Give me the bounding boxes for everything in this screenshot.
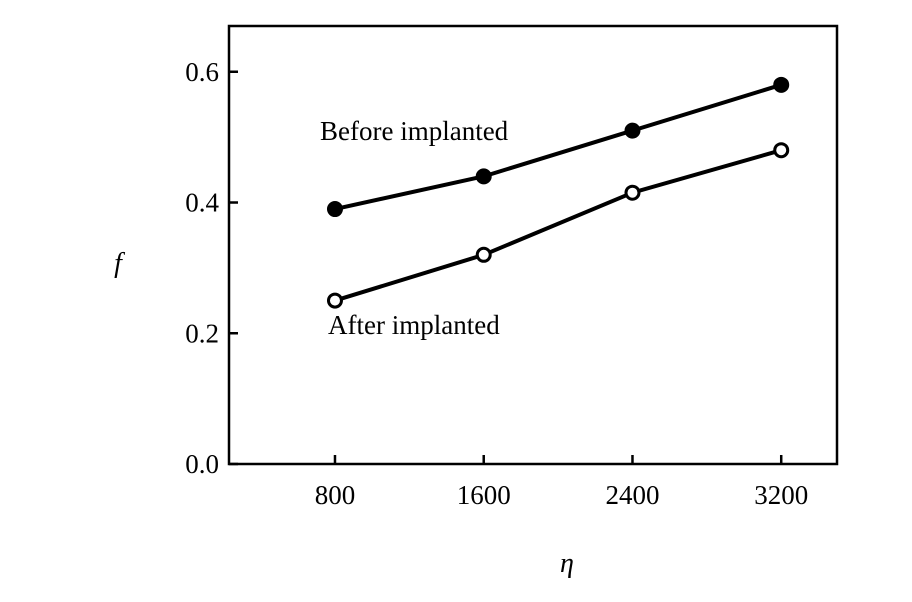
data-point-after-implanted-2	[624, 184, 641, 201]
x-tick-label-2: 2400	[605, 480, 659, 510]
series-line-before-implanted	[334, 82, 782, 211]
data-point-before-implanted-1	[475, 168, 492, 185]
data-point-before-implanted-2	[624, 122, 641, 139]
data-point-after-implanted-1	[475, 246, 492, 263]
series-before-implanted	[326, 76, 790, 218]
series-after-implanted	[326, 142, 790, 309]
x-tick-label-3: 3200	[754, 480, 808, 510]
y-tick-label-3: 0.6	[185, 57, 219, 87]
x-tick-label-1: 1600	[457, 480, 511, 510]
annotation-after-implanted: After implanted	[328, 310, 500, 340]
plot-frame	[227, 24, 839, 466]
x-axis-label: η	[560, 548, 574, 579]
x-axis: 800 1600 2400 3200	[315, 455, 808, 510]
y-tick-label-2: 0.4	[185, 188, 219, 218]
y-axis-label: f	[114, 248, 125, 279]
x-tick-label-0: 800	[315, 480, 356, 510]
data-point-before-implanted-3	[773, 76, 790, 93]
data-point-before-implanted-0	[326, 201, 343, 218]
y-tick-label-1: 0.2	[185, 318, 219, 348]
data-point-after-implanted-3	[773, 142, 790, 159]
y-axis: 0.0 0.2 0.4 0.6	[185, 57, 238, 479]
annotation-before-implanted: Before implanted	[320, 116, 509, 146]
y-tick-label-0: 0.0	[185, 449, 219, 479]
series-line-after-implanted	[334, 148, 782, 303]
series-layer	[326, 76, 790, 309]
data-point-after-implanted-0	[326, 292, 343, 309]
